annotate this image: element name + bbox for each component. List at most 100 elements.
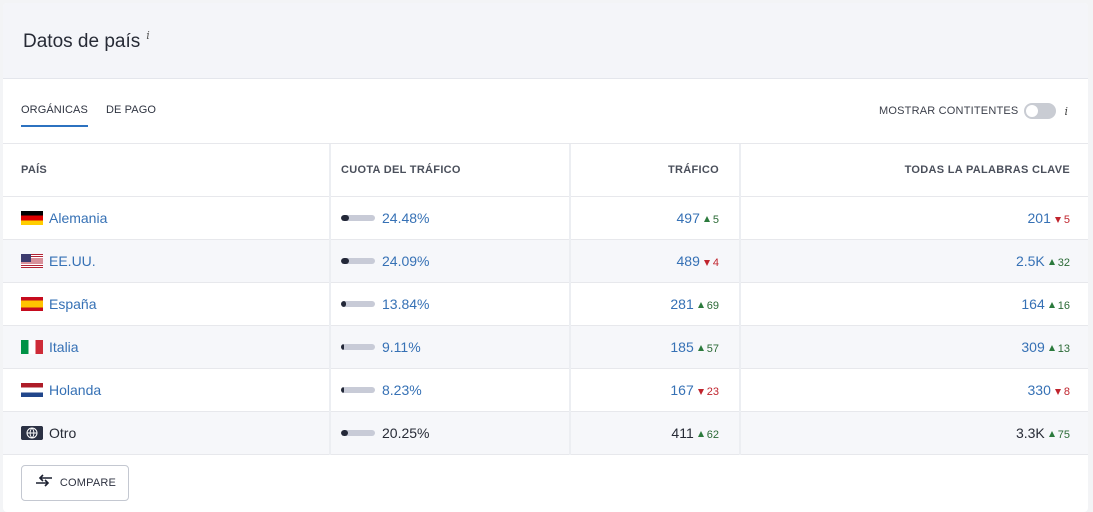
show-continents-control: MOSTRAR CONTITENTES i [879, 103, 1068, 119]
traffic-value[interactable]: 281 [670, 296, 694, 312]
traffic-value[interactable]: 497 [676, 210, 700, 226]
keywords-value[interactable]: 330 [1027, 382, 1051, 398]
country-name[interactable]: EE.UU. [49, 253, 96, 269]
share-bar-fill [341, 215, 349, 221]
country-name[interactable]: Holanda [49, 382, 102, 398]
share-value[interactable]: 13.84% [382, 296, 430, 312]
keywords-value[interactable]: 2.5K [1015, 253, 1045, 269]
keywords-delta: 75 [1048, 429, 1070, 441]
cell-keywords: 3.3K 75 [740, 411, 1088, 455]
cell-country: Italia [3, 325, 331, 369]
header-traffic-share[interactable]: CUOTA DEL TRÁFICO [330, 144, 571, 197]
country-name[interactable]: España [49, 296, 97, 312]
share-value[interactable]: 24.48% [382, 210, 430, 226]
keywords-delta: 5 [1054, 214, 1070, 226]
share-bar [341, 430, 375, 436]
keywords-value[interactable]: 309 [1021, 339, 1045, 355]
table-row: EE.UU. 24.09% 489 4 2.5K 32 [3, 239, 1088, 283]
share-value: 20.25% [382, 425, 430, 441]
traffic-value: 411 [671, 425, 694, 441]
keywords-delta-value: 8 [1063, 386, 1070, 398]
country-name[interactable]: Italia [49, 339, 79, 355]
cell-traffic-share: 24.48% [330, 196, 571, 240]
cell-country: Holanda [3, 368, 331, 412]
table-header-row: PAÍS CUOTA DEL TRÁFICO TRÁFICO TODAS LA … [3, 144, 1088, 197]
compare-button[interactable]: COMPARE [21, 465, 129, 501]
swap-arrows-icon [34, 473, 54, 493]
germany-flag-icon [21, 211, 43, 225]
cell-traffic: 497 5 [570, 196, 741, 240]
traffic-delta-value: 23 [706, 386, 719, 398]
cell-traffic: 489 4 [570, 239, 741, 283]
keywords-delta: 16 [1048, 300, 1070, 312]
traffic-value[interactable]: 489 [676, 253, 700, 269]
panel-footer: COMPARE [3, 455, 1088, 512]
traffic-delta: 69 [697, 300, 719, 312]
cell-traffic: 281 69 [570, 282, 741, 326]
cell-country: Alemania [3, 196, 331, 240]
traffic-delta-value: 4 [712, 257, 719, 269]
traffic-delta: 62 [697, 429, 719, 441]
compare-button-label: COMPARE [59, 477, 117, 489]
cell-keywords: 330 8 [740, 368, 1088, 412]
italy-flag-icon [21, 340, 43, 354]
table-row: Italia 9.11% 185 57 309 13 [3, 325, 1088, 369]
show-continents-toggle[interactable] [1024, 103, 1057, 119]
keywords-delta-value: 13 [1057, 343, 1070, 355]
keywords-delta: 32 [1048, 257, 1070, 269]
cell-traffic-share: 20.25% [330, 411, 571, 455]
keywords-delta: 13 [1048, 343, 1070, 355]
keywords-value[interactable]: 164 [1021, 296, 1045, 312]
spain-flag-icon [21, 297, 43, 311]
info-icon[interactable]: i [146, 29, 150, 42]
cell-traffic-share: 8.23% [330, 368, 571, 412]
panel-header: Datos de país i [3, 3, 1088, 79]
country-name: Otro [49, 425, 77, 441]
share-value[interactable]: 8.23% [382, 382, 422, 398]
keywords-value[interactable]: 201 [1027, 210, 1051, 226]
country-table: PAÍS CUOTA DEL TRÁFICO TRÁFICO TODAS LA … [3, 144, 1088, 455]
share-value[interactable]: 9.11% [382, 339, 421, 355]
traffic-delta-value: 57 [706, 343, 719, 355]
continents-info-icon[interactable]: i [1064, 104, 1068, 118]
cell-keywords: 164 16 [740, 282, 1088, 326]
cell-traffic-share: 24.09% [330, 239, 571, 283]
traffic-value[interactable]: 167 [670, 382, 694, 398]
share-value[interactable]: 24.09% [382, 253, 430, 269]
header-country[interactable]: PAÍS [3, 144, 331, 197]
tab-bar: ORGÁNICAS DE PAGO MOSTRAR CONTITENTES i [3, 79, 1088, 144]
cell-traffic-share: 13.84% [330, 282, 571, 326]
tab-de-pago[interactable]: DE PAGO [106, 104, 157, 116]
traffic-value[interactable]: 185 [670, 339, 694, 355]
cell-keywords: 309 13 [740, 325, 1088, 369]
tab-organicas[interactable]: ORGÁNICAS [21, 104, 88, 127]
share-bar [341, 258, 375, 264]
header-traffic[interactable]: TRÁFICO [570, 144, 741, 197]
traffic-delta-value: 62 [706, 429, 719, 441]
netherlands-flag-icon [21, 383, 43, 397]
country-name[interactable]: Alemania [49, 210, 108, 226]
cell-country: EE.UU. [3, 239, 331, 283]
cell-traffic: 411 62 [570, 411, 741, 455]
traffic-delta: 4 [703, 257, 719, 269]
keywords-delta-value: 16 [1057, 300, 1070, 312]
share-bar [341, 301, 375, 307]
keywords-delta-value: 5 [1063, 214, 1070, 226]
share-bar [341, 387, 375, 393]
table-row: Otro 20.25% 411 62 3.3K 75 [3, 411, 1088, 455]
traffic-delta-value: 69 [706, 300, 719, 312]
country-data-panel: Datos de país i ORGÁNICAS DE PAGO MOSTRAR… [3, 3, 1088, 512]
share-bar-fill [341, 387, 344, 393]
header-keywords[interactable]: TODAS LA PALABRAS CLAVE [740, 144, 1088, 197]
traffic-delta: 57 [697, 343, 719, 355]
cell-traffic-share: 9.11% [330, 325, 571, 369]
share-bar-fill [341, 344, 344, 350]
keywords-value: 3.3K [1015, 425, 1045, 441]
panel-title: Datos de país i [23, 29, 150, 53]
panel-title-text: Datos de país [23, 31, 141, 52]
cell-keywords: 201 5 [740, 196, 1088, 240]
share-bar [341, 215, 375, 221]
table-row: España 13.84% 281 69 164 16 [3, 282, 1088, 326]
cell-keywords: 2.5K 32 [740, 239, 1088, 283]
globe-icon [21, 426, 43, 440]
